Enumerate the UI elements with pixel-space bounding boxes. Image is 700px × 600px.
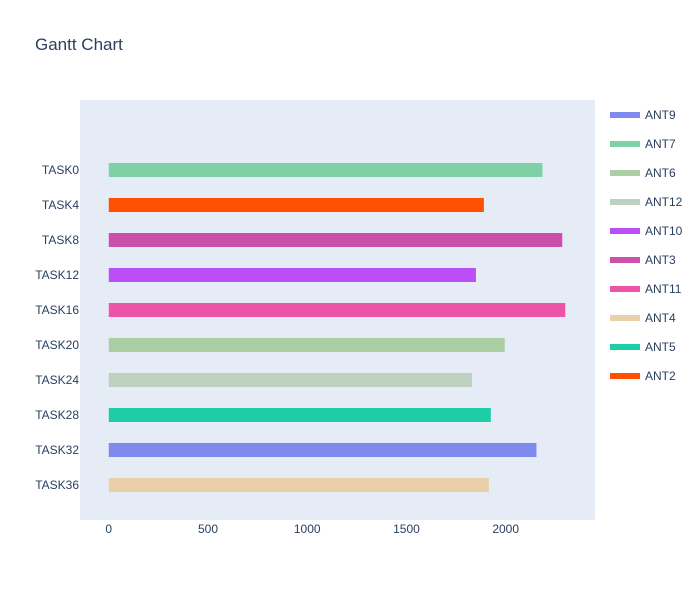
legend-item-ant6[interactable]: ANT6: [610, 166, 676, 180]
x-tick-label: 1500: [393, 522, 420, 536]
legend-swatch: [610, 257, 640, 263]
y-tick-label: TASK24: [35, 373, 79, 387]
y-tick-label: TASK16: [35, 303, 79, 317]
legend-label: ANT12: [645, 195, 683, 209]
legend-swatch: [610, 170, 640, 176]
legend-item-ant2[interactable]: ANT2: [610, 369, 676, 383]
bar-task36[interactable]: [108, 478, 489, 492]
legend-label: ANT11: [645, 282, 682, 296]
legend-label: ANT6: [645, 166, 676, 180]
legend-swatch: [610, 112, 640, 118]
legend-label: ANT5: [645, 340, 676, 354]
y-tick-label: TASK12: [35, 268, 79, 282]
y-tick-label: TASK32: [35, 443, 79, 457]
legend-label: ANT3: [645, 253, 676, 267]
y-tick-label: TASK0: [42, 163, 79, 177]
legend-label: ANT7: [645, 137, 676, 151]
y-axis-ticks: TASK0 TASK4 TASK8 TASK12 TASK16 TASK20 TASK24 T…: [35, 163, 79, 492]
legend-swatch: [610, 344, 640, 350]
y-tick-label: TASK8: [42, 233, 79, 247]
bar-task16[interactable]: [108, 303, 566, 317]
legend-item-ant4[interactable]: ANT4: [610, 311, 676, 325]
legend-swatch: [610, 228, 640, 234]
legend-label: ANT4: [645, 311, 676, 325]
y-tick-label: TASK4: [42, 198, 79, 212]
bar-task32[interactable]: [108, 443, 537, 457]
x-tick-label: 500: [198, 522, 218, 536]
legend-item-ant7[interactable]: ANT7: [610, 137, 676, 151]
legend-swatch: [610, 315, 640, 321]
legend-swatch: [610, 199, 640, 205]
bar-task8[interactable]: [108, 233, 563, 247]
bar-task0[interactable]: [108, 163, 543, 177]
y-tick-label: TASK36: [35, 478, 79, 492]
bar-task20[interactable]: [108, 338, 505, 352]
legend-item-ant11[interactable]: ANT11: [610, 282, 682, 296]
legend-item-ant5[interactable]: ANT5: [610, 340, 676, 354]
bar-task4[interactable]: [108, 198, 484, 212]
x-axis-ticks: 0 500 1000 1500 2000: [105, 522, 519, 536]
legend-item-ant3[interactable]: ANT3: [610, 253, 676, 267]
y-tick-label: TASK20: [35, 338, 79, 352]
bar-task24[interactable]: [108, 373, 472, 387]
legend-item-ant9[interactable]: ANT9: [610, 108, 676, 122]
legend: ANT9 ANT7 ANT6 ANT12 ANT10 ANT3 ANT11 ANT4 ANT5 A…: [610, 108, 683, 383]
legend-label: ANT9: [645, 108, 676, 122]
bars-group: [108, 163, 566, 492]
bar-task12[interactable]: [108, 268, 476, 282]
legend-swatch: [610, 286, 640, 292]
legend-label: ANT10: [645, 224, 683, 238]
x-tick-label: 1000: [294, 522, 321, 536]
x-tick-label: 0: [105, 522, 112, 536]
bar-task28[interactable]: [108, 408, 491, 422]
legend-item-ant10[interactable]: ANT10: [610, 224, 683, 238]
chart-title: Gantt Chart: [35, 35, 123, 54]
legend-label: ANT2: [645, 369, 676, 383]
y-tick-label: TASK28: [35, 408, 79, 422]
legend-swatch: [610, 373, 640, 379]
x-tick-label: 2000: [492, 522, 519, 536]
legend-swatch: [610, 141, 640, 147]
legend-item-ant12[interactable]: ANT12: [610, 195, 683, 209]
